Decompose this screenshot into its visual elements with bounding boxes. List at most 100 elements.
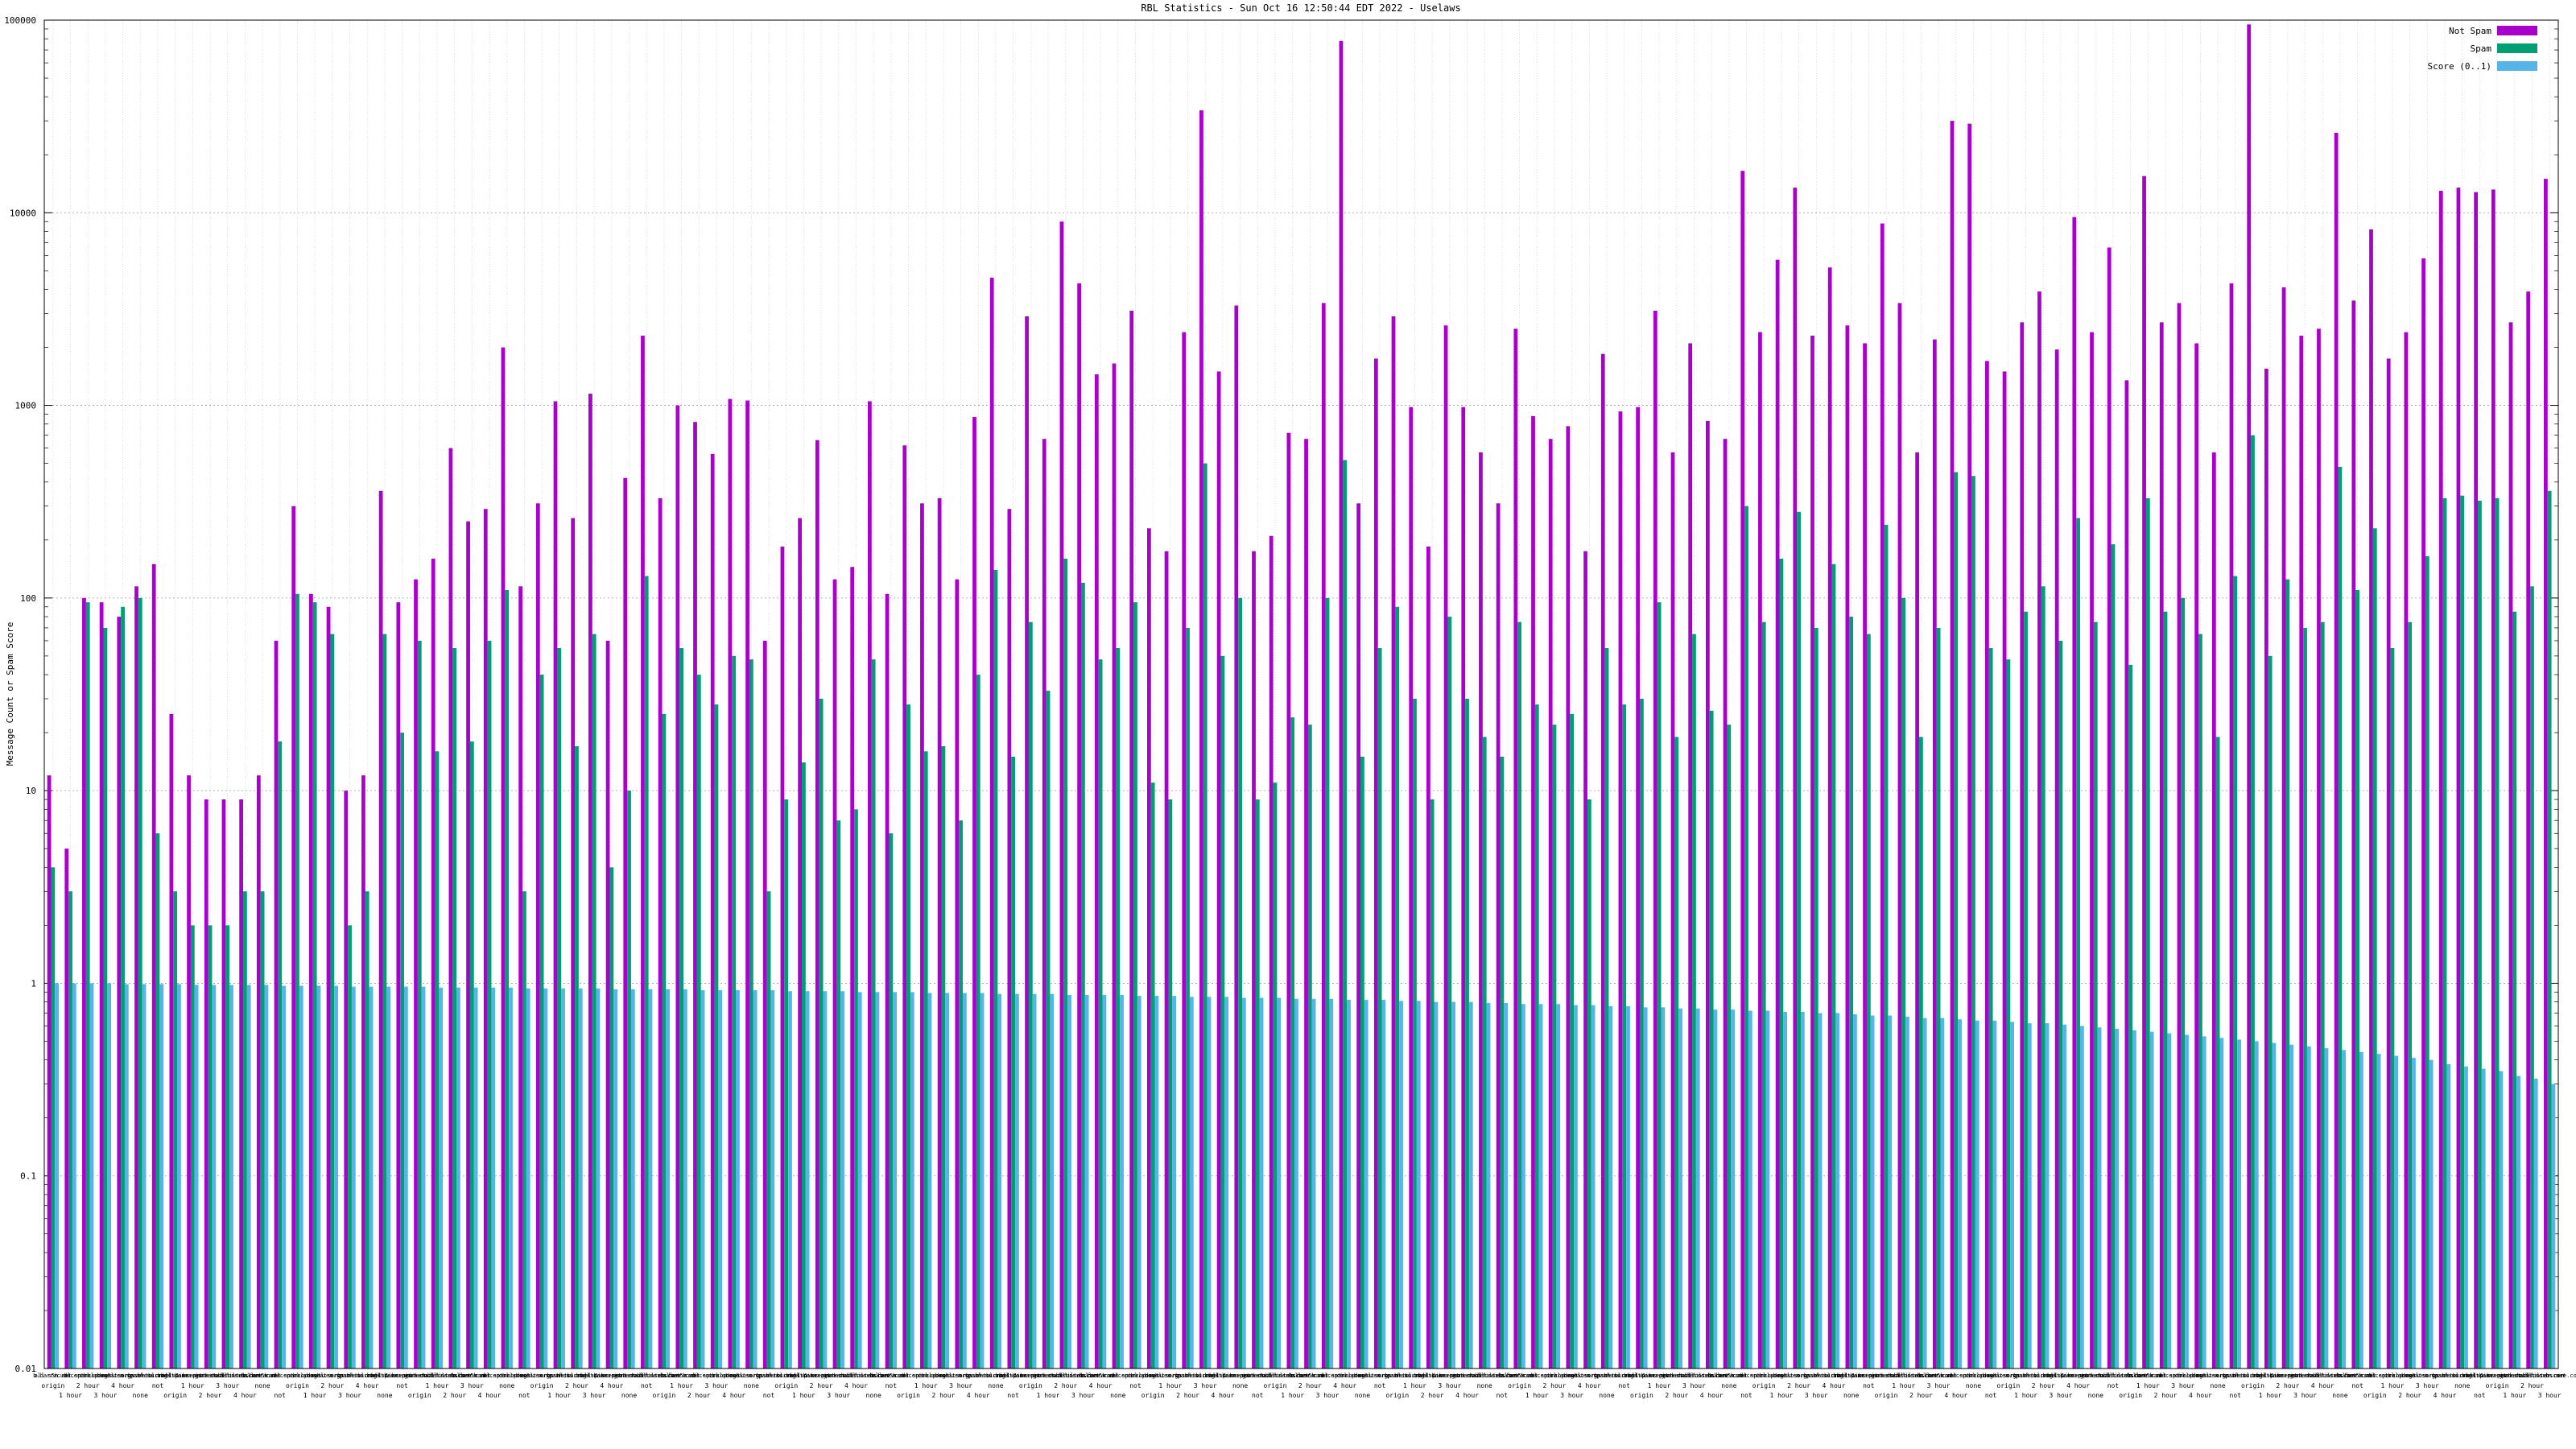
legend-label-score: Score (0..1) xyxy=(2428,61,2491,72)
x-tick-sub-label: 3 hour xyxy=(1805,1392,1828,1399)
x-tick-host-label: psbl.surriel.com xyxy=(341,1373,394,1379)
x-tick-host-label: b.barracudacentral.org xyxy=(33,1373,108,1379)
bar-not-spam xyxy=(1810,336,1814,1368)
bar-spam xyxy=(435,751,440,1368)
bar-not-spam xyxy=(2456,188,2461,1368)
x-tick-sub-label: 4 hour xyxy=(967,1392,990,1399)
x-tick-sub-label: 1 hour xyxy=(1648,1382,1671,1389)
bar-not-spam xyxy=(1252,551,1256,1368)
bar-spam xyxy=(2041,586,2046,1368)
bar-not-spam xyxy=(955,579,960,1368)
bar-spam xyxy=(1761,621,1766,1368)
bar-spam xyxy=(400,733,404,1368)
bar-not-spam xyxy=(344,791,349,1368)
legend-swatch-not-spam xyxy=(2497,26,2537,35)
bar-score xyxy=(1905,1017,1909,1368)
bar-score xyxy=(1259,997,1264,1368)
x-tick-sub-label: 3 hour xyxy=(460,1382,484,1389)
bar-not-spam xyxy=(1059,221,1064,1368)
x-tick-sub-label: origin xyxy=(774,1382,798,1389)
bar-not-spam xyxy=(1269,535,1274,1368)
bar-not-spam xyxy=(326,606,331,1368)
bar-spam xyxy=(487,640,492,1368)
bar-not-spam xyxy=(762,640,767,1368)
bar-spam xyxy=(1884,524,1889,1368)
x-tick-host-label: spam.dnsbl.sorbs.net xyxy=(2079,1373,2147,1379)
bar-not-spam xyxy=(2281,287,2286,1368)
x-tick-host-label: bl.spamcop.net xyxy=(64,1373,112,1379)
x-tick-host-label: psbl.surriel.com xyxy=(2435,1373,2489,1379)
bar-not-spam xyxy=(1409,407,1414,1368)
x-tick-sub-label: not xyxy=(1740,1392,1752,1399)
x-tick-sub-label: not xyxy=(2351,1382,2363,1389)
x-tick-host-label: zen.spamhaus.org xyxy=(2417,1373,2471,1379)
bar-score xyxy=(1347,1000,1351,1368)
legend-label-not-spam: Not Spam xyxy=(2449,26,2491,36)
bar-not-spam xyxy=(2211,452,2216,1368)
bar-score xyxy=(1154,996,1159,1368)
x-tick-sub-label: none xyxy=(1966,1382,1981,1389)
x-tick-host-label: dnsbl-1.uceprotect.net xyxy=(2250,1373,2325,1379)
bar-not-spam xyxy=(693,422,697,1368)
bar-score xyxy=(1050,993,1055,1368)
x-tick-host-label: hostkarma.junkemailfilter.com xyxy=(580,1373,678,1379)
bar-not-spam xyxy=(2054,349,2059,1368)
bar-spam xyxy=(1500,757,1505,1368)
bar-not-spam xyxy=(1094,374,1099,1368)
bar-not-spam xyxy=(2421,258,2425,1368)
x-tick-sub-label: 3 hour xyxy=(1560,1392,1583,1399)
bar-score xyxy=(55,983,60,1368)
x-tick-host-label: b.barracudacentral.org xyxy=(1290,1373,1365,1379)
bar-not-spam xyxy=(1653,310,1657,1368)
x-tick-host-label: b.barracudacentral.org xyxy=(2338,1373,2413,1379)
x-tick-host-label: spam.dnsbl.sorbs.net xyxy=(2289,1373,2356,1379)
x-tick-host-label: cbl.abuseat.org xyxy=(499,1373,550,1379)
bar-not-spam xyxy=(1793,188,1798,1368)
bar-score xyxy=(2062,1024,2067,1368)
x-tick-host-label: psbl.surriel.com xyxy=(1388,1373,1442,1379)
x-tick-host-label: psbl.surriel.com xyxy=(2226,1373,2280,1379)
bar-spam xyxy=(1273,782,1278,1368)
bar-not-spam xyxy=(1339,40,1344,1369)
bar-score xyxy=(2115,1029,2120,1368)
x-tick-sub-label: none xyxy=(2332,1392,2347,1399)
x-tick-host-label: ubl.unsubscore.com xyxy=(214,1373,275,1379)
bar-spam xyxy=(784,799,789,1368)
bar-spam xyxy=(2198,634,2202,1368)
bar-score xyxy=(1992,1020,1997,1368)
bar-spam xyxy=(51,867,56,1368)
bar-spam xyxy=(1238,597,1242,1368)
bar-spam xyxy=(1604,647,1609,1368)
x-tick-host-label: zen.spamhaus.org xyxy=(323,1373,377,1379)
x-tick-sub-label: 4 hour xyxy=(1944,1392,1967,1399)
x-tick-sub-label: 4 hour xyxy=(600,1382,623,1389)
bar-score xyxy=(351,986,356,1368)
bar-not-spam xyxy=(1863,343,1867,1368)
x-tick-sub-label: 1 hour xyxy=(792,1392,815,1399)
bar-score xyxy=(1731,1009,1736,1368)
bar-spam xyxy=(609,867,614,1368)
bar-spam xyxy=(539,675,544,1368)
x-tick-sub-label: 4 hour xyxy=(1700,1392,1724,1399)
bar-score xyxy=(1853,1013,1857,1368)
x-tick-sub-label: none xyxy=(1110,1392,1125,1399)
bar-not-spam xyxy=(1479,452,1483,1368)
bar-score xyxy=(788,991,792,1368)
x-tick-sub-label: origin xyxy=(163,1392,187,1399)
bar-spam xyxy=(2285,579,2290,1368)
x-tick-host-label: ubl.unsubscore.com xyxy=(1472,1373,1533,1379)
bar-not-spam xyxy=(1618,411,1623,1368)
bar-spam xyxy=(766,891,771,1368)
bar-not-spam xyxy=(221,799,226,1368)
x-tick-host-label: cbl.abuseat.org xyxy=(708,1373,759,1379)
bar-spam xyxy=(557,647,562,1368)
bar-not-spam xyxy=(1566,426,1571,1369)
bar-spam xyxy=(1395,606,1400,1368)
bar-spam xyxy=(1640,698,1644,1368)
bar-spam xyxy=(2233,576,2238,1368)
x-tick-host-label: b.barracudacentral.org xyxy=(2128,1373,2203,1379)
bar-score xyxy=(386,986,391,1368)
x-tick-host-label: dnsbl.sorbs.net xyxy=(1354,1373,1405,1379)
bar-spam xyxy=(1011,757,1016,1368)
x-tick-sub-label: 2 hour xyxy=(320,1382,344,1389)
